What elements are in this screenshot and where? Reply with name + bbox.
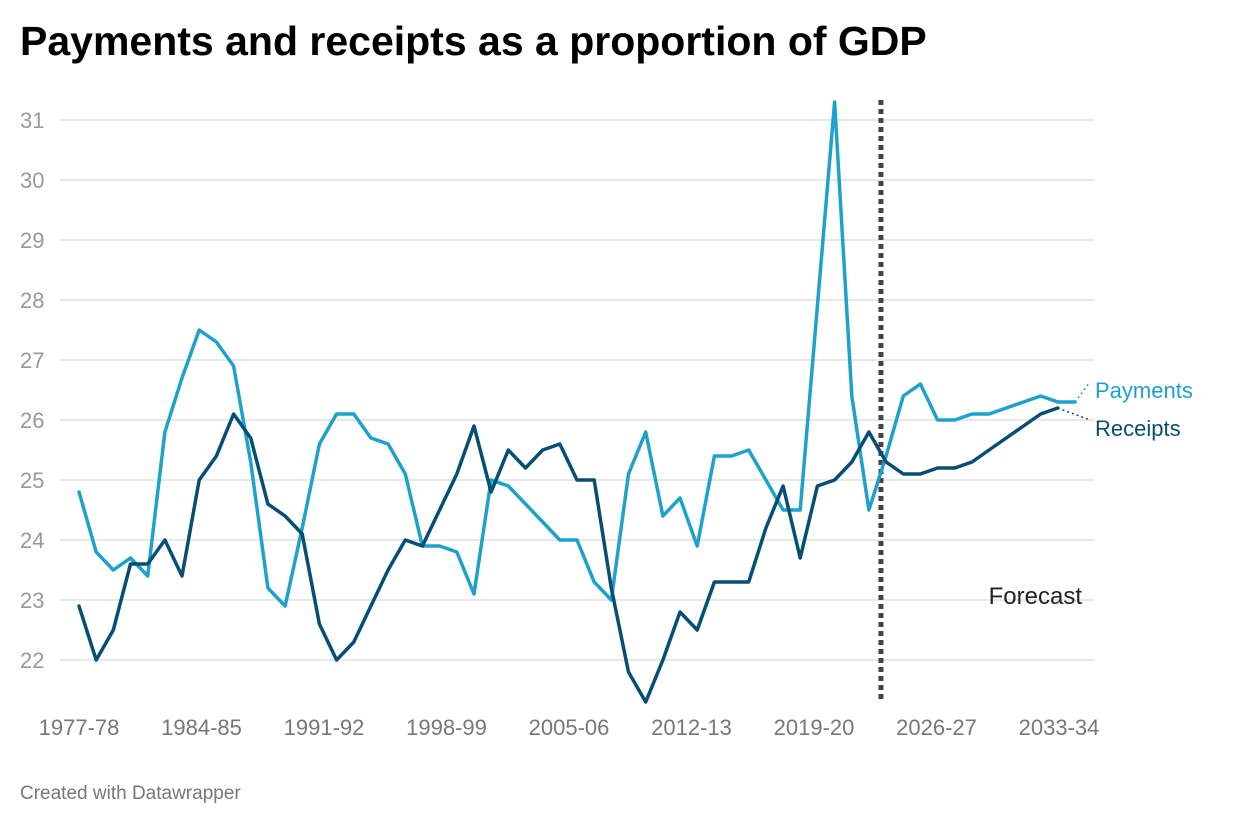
receipts-label: Receipts	[1095, 416, 1181, 441]
x-axis-ticks: 1977-78 1984-85 1991-92 1998-99 2005-06 2012-…	[39, 715, 1100, 740]
x-tick-label: 2019-20	[774, 715, 855, 740]
x-tick-label: 1991-92	[284, 715, 365, 740]
y-tick-label: 26	[20, 408, 44, 433]
series-labels: Payments Receipts	[1057, 378, 1193, 441]
x-tick-label: 2005-06	[529, 715, 610, 740]
payments-line	[77, 100, 1077, 608]
y-tick-label: 28	[20, 288, 44, 313]
y-tick-label: 24	[20, 528, 44, 553]
x-tick-label: 2012-13	[651, 715, 732, 740]
gridlines	[60, 119, 1094, 661]
x-tick-label: 1984-85	[161, 715, 242, 740]
y-tick-label: 31	[20, 108, 44, 133]
receipts-line	[77, 406, 1060, 704]
footer-credit: Created with Datawrapper	[20, 783, 241, 804]
forecast-annotation: Forecast	[989, 583, 1083, 610]
y-tick-label: 29	[20, 228, 44, 253]
y-tick-label: 23	[20, 588, 44, 613]
payments-label: Payments	[1095, 378, 1193, 403]
y-axis-ticks: 22 23 24 25 26 27 28 29 30 31	[20, 108, 44, 673]
y-tick-label: 25	[20, 468, 44, 493]
y-tick-label: 22	[20, 648, 44, 673]
receipts-label-connector	[1057, 407, 1091, 421]
series-lines	[77, 100, 1077, 704]
x-tick-label: 1998-99	[406, 715, 487, 740]
x-tick-label: 2026-27	[896, 715, 977, 740]
x-tick-label: 1977-78	[39, 715, 120, 740]
x-tick-label: 2033-34	[1019, 715, 1100, 740]
payments-label-connector	[1074, 381, 1091, 403]
y-tick-label: 27	[20, 348, 44, 373]
chart-title: Payments and receipts as a proportion of…	[20, 18, 927, 64]
y-tick-label: 30	[20, 168, 44, 193]
